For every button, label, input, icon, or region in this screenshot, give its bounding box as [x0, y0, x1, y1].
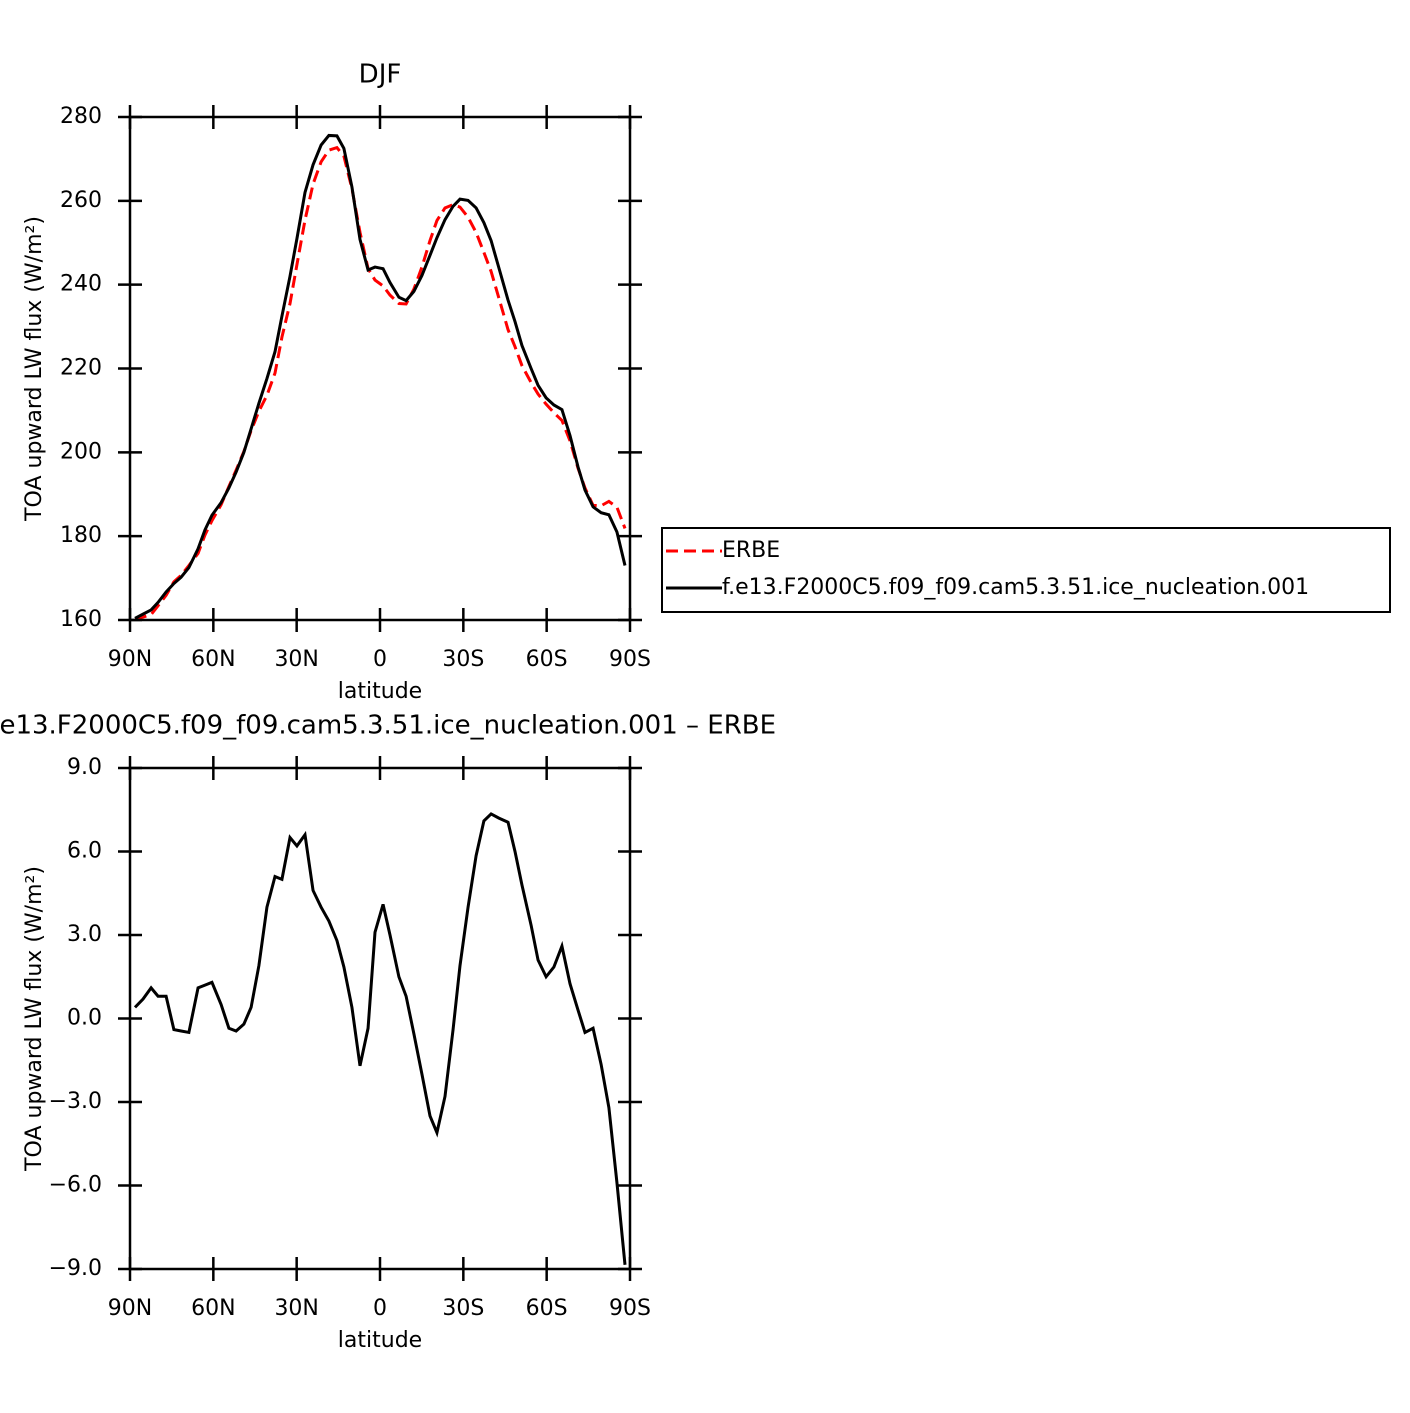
x-tick-label: 30S	[442, 647, 484, 672]
y-tick-label: 240	[60, 272, 102, 297]
x-axis-label: latitude	[338, 1328, 422, 1353]
legend: ERBE f.e13.F2000C5.f09_f09.cam5.3.51.ice_…	[661, 527, 1391, 613]
y-tick-label: −9.0	[49, 1256, 102, 1281]
y-tick-label: −3.0	[49, 1089, 102, 1114]
x-tick-label: 60S	[526, 647, 568, 672]
plot-frame	[128, 115, 632, 622]
x-tick-label: 90S	[609, 647, 651, 672]
x-tick-label: 90N	[108, 647, 152, 672]
legend-frame	[661, 527, 1391, 613]
data-line	[134, 145, 627, 620]
plot-area	[133, 812, 627, 1265]
x-tick-label: 90S	[609, 1296, 651, 1321]
legend-label: ERBE	[722, 538, 780, 563]
x-tick-label: 0	[373, 647, 387, 672]
y-tick-label: −6.0	[49, 1173, 102, 1198]
data-line	[134, 133, 627, 620]
x-tick-label: 0	[373, 1296, 387, 1321]
y-tick-label: 3.0	[67, 922, 102, 947]
y-tick-label: 200	[60, 439, 102, 464]
x-tick-label: 30S	[442, 1296, 484, 1321]
chart-title: DJF	[359, 60, 402, 90]
x-tick-label: 60N	[191, 647, 235, 672]
y-tick-label: 260	[60, 188, 102, 213]
y-tick-label: 160	[60, 607, 102, 632]
y-axis-label: TOA upward LW flux (W/m²)	[22, 216, 47, 522]
x-tick-label: 60S	[526, 1296, 568, 1321]
y-axis-label: TOA upward LW flux (W/m²)	[22, 866, 47, 1172]
y-tick-label: 6.0	[67, 839, 102, 864]
chart-title: f.e13.F2000C5.f09_f09.cam5.3.51.ice_nucl…	[0, 711, 776, 741]
chart-panel: DJF latitude TOA upward LW flux (W/m²) 160 1…	[22, 60, 651, 705]
legend-label: f.e13.F2000C5.f09_f09.cam5.3.51.ice_nucl…	[722, 575, 1309, 600]
plot-area	[134, 133, 627, 620]
chart-panel: f.e13.F2000C5.f09_f09.cam5.3.51.ice_nucl…	[0, 711, 776, 1354]
x-tick-label: 30N	[274, 647, 318, 672]
y-tick-label: 0.0	[67, 1006, 102, 1031]
y-tick-label: 9.0	[67, 755, 102, 780]
y-tick-label: 180	[60, 523, 102, 548]
plot-frame	[128, 766, 632, 1271]
data-line	[133, 812, 627, 1265]
x-tick-label: 60N	[191, 1296, 235, 1321]
x-axis-label: latitude	[338, 679, 422, 704]
y-tick-label: 280	[60, 104, 102, 129]
x-tick-label: 30N	[274, 1296, 318, 1321]
x-tick-label: 90N	[108, 1296, 152, 1321]
y-tick-label: 220	[60, 356, 102, 381]
